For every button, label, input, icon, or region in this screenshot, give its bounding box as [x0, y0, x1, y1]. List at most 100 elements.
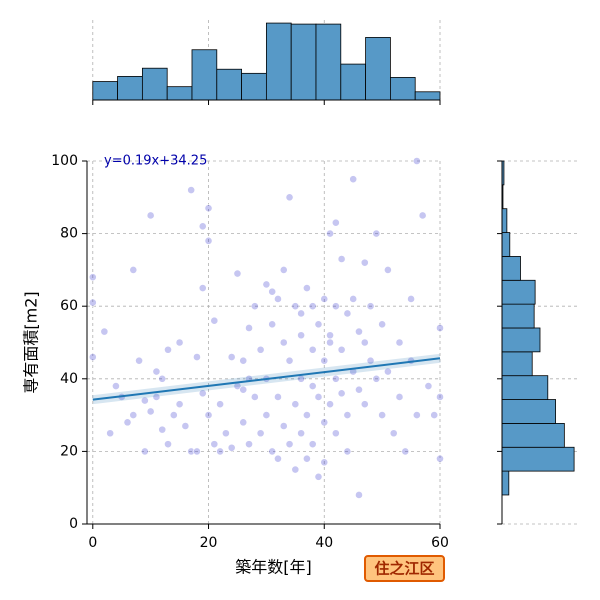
point: [320, 295, 329, 303]
hist-bar: [265, 22, 292, 101]
x-tick-label: 0: [88, 535, 97, 551]
y-tick-label: 0: [69, 516, 78, 532]
point: [407, 295, 415, 303]
hist-bar: [315, 23, 342, 101]
point: [412, 157, 421, 165]
point: [164, 345, 172, 354]
point: [268, 447, 277, 456]
point: [227, 353, 236, 361]
point: [169, 411, 178, 419]
point: [360, 400, 369, 409]
point: [164, 440, 172, 449]
point: [88, 273, 97, 282]
y-tick-label: 80: [60, 226, 78, 242]
point: [285, 193, 294, 202]
point: [140, 447, 149, 456]
point: [384, 265, 392, 274]
point: [112, 382, 120, 390]
point: [250, 393, 259, 401]
y-tick-label: 40: [60, 371, 78, 387]
hist-bar: [141, 67, 168, 101]
point: [326, 338, 334, 347]
point: [227, 443, 236, 452]
point: [204, 204, 213, 213]
point: [193, 353, 201, 361]
point: [372, 229, 381, 238]
hist-bar: [241, 72, 267, 101]
point: [256, 429, 265, 438]
point: [158, 425, 167, 434]
point: [343, 309, 352, 318]
point: [389, 429, 398, 438]
point: [343, 411, 352, 419]
point: [297, 309, 306, 318]
point: [239, 356, 248, 365]
point: [210, 440, 219, 449]
point: [360, 258, 369, 267]
point: [268, 320, 277, 329]
point: [262, 411, 271, 419]
point: [366, 356, 375, 365]
y-tick-label: 20: [60, 443, 78, 459]
point: [303, 454, 311, 463]
y-tick-label: 60: [60, 298, 78, 314]
point: [274, 393, 282, 401]
point: [320, 418, 329, 427]
point: [297, 429, 306, 438]
point: [250, 302, 259, 311]
point: [175, 400, 184, 409]
point: [349, 295, 358, 303]
hist-bar: [117, 76, 143, 101]
hist-bar: [365, 37, 391, 101]
point: [216, 447, 224, 456]
point: [331, 218, 340, 227]
point: [401, 447, 410, 456]
point: [129, 265, 138, 274]
point: [123, 418, 132, 427]
hist-bar: [501, 375, 549, 400]
point: [291, 302, 300, 311]
point: [239, 418, 248, 427]
point: [291, 465, 300, 474]
point: [303, 284, 311, 292]
point: [279, 338, 288, 347]
hist-bar: [501, 423, 565, 448]
hist-bar: [390, 77, 416, 101]
point: [331, 429, 340, 438]
point: [337, 345, 346, 354]
y-axis-title: 専有面積[m2]: [22, 291, 41, 393]
point: [233, 269, 242, 278]
point: [175, 338, 184, 347]
hist-bar: [166, 86, 193, 101]
point: [245, 324, 253, 332]
hist-bar: [501, 446, 575, 472]
x-axis-title: 築年数[年]: [235, 558, 312, 577]
point: [245, 440, 253, 449]
point: [279, 265, 288, 274]
point: [378, 320, 387, 329]
point: [152, 367, 161, 376]
point: [216, 400, 224, 409]
point: [314, 320, 323, 329]
hist-bar: [501, 208, 508, 233]
hist-bar: [414, 91, 441, 101]
point: [158, 374, 167, 383]
point: [239, 385, 248, 394]
point: [355, 385, 363, 394]
point: [436, 393, 444, 401]
hist-bar: [501, 470, 510, 496]
point: [100, 327, 109, 336]
badge: 住之江区: [374, 560, 434, 578]
point: [152, 393, 161, 401]
point: [106, 429, 115, 438]
point: [384, 367, 392, 376]
hist-bar: [290, 23, 317, 101]
point: [187, 447, 196, 456]
point: [395, 393, 404, 401]
point: [355, 327, 363, 336]
point: [314, 472, 323, 481]
point: [88, 298, 97, 307]
point: [146, 407, 155, 416]
x-tick-label: 60: [431, 535, 449, 551]
